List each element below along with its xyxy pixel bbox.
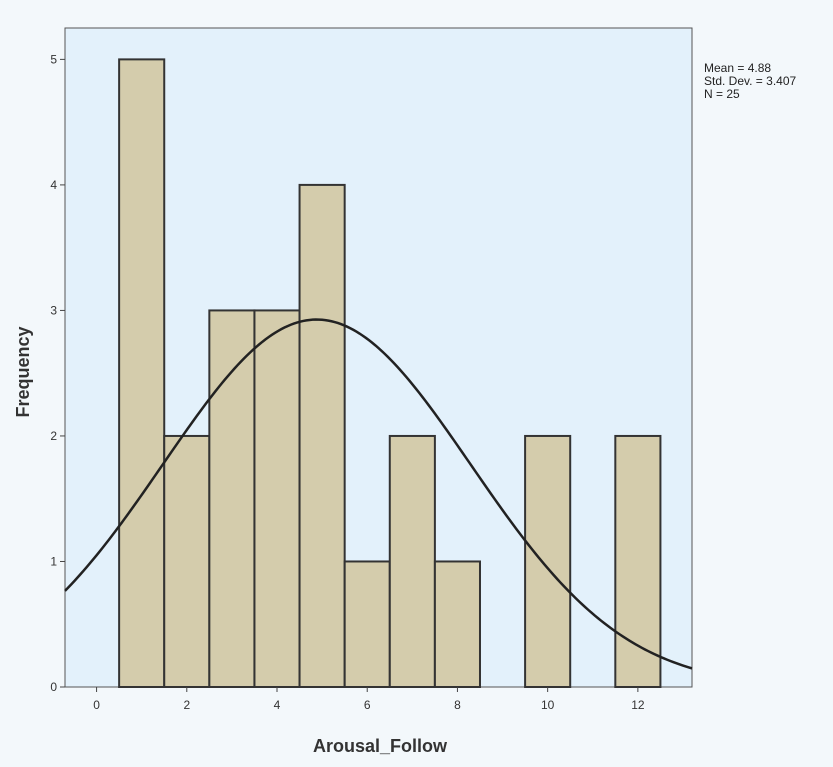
stats-legend: Mean = 4.88 Std. Dev. = 3.407 N = 25 [704,62,796,101]
y-tick-label: 4 [50,178,57,192]
x-axis-label: Arousal_Follow [313,736,448,756]
y-tick-label: 5 [50,52,57,66]
histogram-bar [163,434,211,689]
x-tick-label: 8 [454,698,461,712]
histogram-bar [343,560,391,689]
y-axis-label: Frequency [13,326,33,417]
y-tick-label: 0 [50,680,57,694]
y-tick-label: 2 [50,429,57,443]
y-tick-label: 1 [50,554,57,568]
x-tick-label: 0 [93,698,100,712]
y-tick-label: 3 [50,303,57,317]
histogram-bar [118,58,166,688]
normal-curve [64,318,693,670]
x-tick-label: 4 [274,698,281,712]
stat-mean: Mean = 4.88 [704,61,772,75]
x-tick-label: 12 [631,698,645,712]
histogram-bar [298,183,346,688]
histogram-bar [208,309,256,688]
x-tick-label: 10 [541,698,555,712]
histogram-bar [524,434,572,689]
histogram-bar [614,434,662,689]
x-tick-label: 2 [183,698,190,712]
stat-std-dev: Std. Dev. = 3.407 [704,74,797,88]
histogram-bar [433,560,481,689]
histogram-bar [388,434,436,689]
x-tick-label: 6 [364,698,371,712]
stat-n: N = 25 [704,87,740,101]
histogram-bar [253,309,301,688]
